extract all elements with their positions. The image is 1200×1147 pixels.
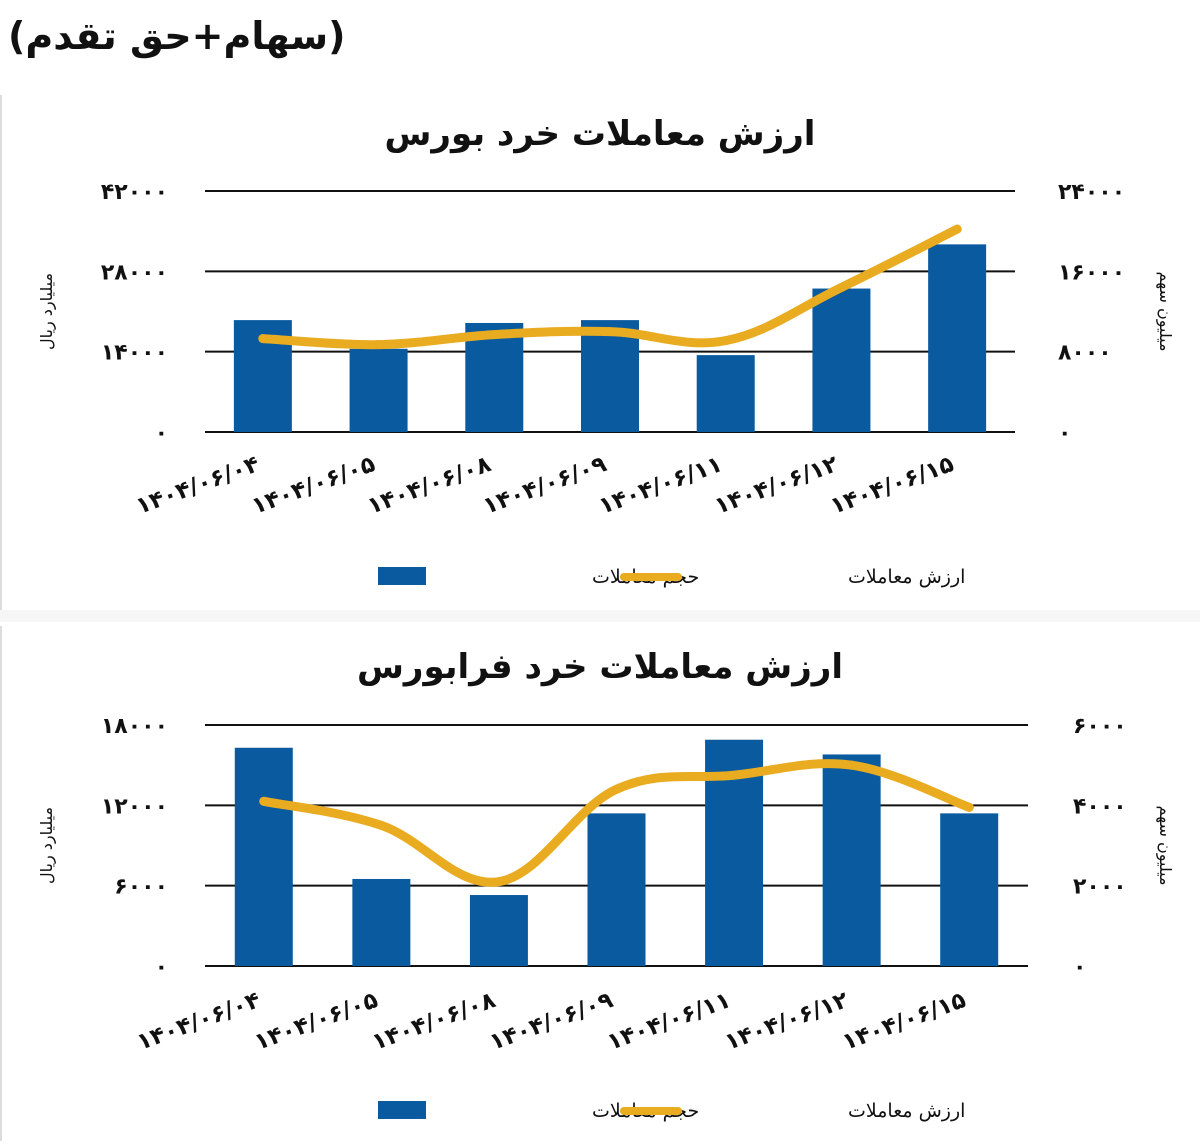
bar-5 — [696, 355, 755, 432]
left-tick-label: ۰ — [155, 421, 168, 446]
left-tick-label: ۲۸۰۰۰ — [101, 260, 168, 285]
left-tick-label: ۶۰۰۰ — [114, 875, 168, 900]
chart-farabourse: ارزش معاملات خرد فرابورس ۰ ۶۰۰۰ ۱۲۰۰۰ ۱۸۰۰۰ ۰… — [37, 647, 1175, 1122]
legend-line-label: ارزش معاملات — [848, 566, 965, 588]
category-label: ۱۴۰۴/۰۶/۱۱ — [596, 451, 726, 520]
category-label: ۱۴۰۴/۰۶/۰۴ — [133, 451, 263, 520]
line-point-5 — [729, 770, 739, 780]
left-tick-label: ۰ — [155, 955, 168, 980]
panel-divider — [0, 610, 1200, 622]
category-label: ۱۴۰۴/۰۶/۱۱ — [604, 987, 734, 1056]
chart-title: ارزش معاملات خرد فرابورس — [357, 647, 843, 687]
category-label: ۱۴۰۴/۰۶/۰۹ — [486, 987, 616, 1056]
line-point-4 — [605, 327, 615, 337]
right-axis-title: میلیون سهم — [1155, 271, 1175, 351]
bar-6 — [822, 754, 881, 966]
line-point-5 — [721, 336, 731, 346]
bar-2 — [349, 348, 408, 432]
bar-7 — [928, 244, 987, 432]
line-point-3 — [494, 877, 504, 887]
bar-1 — [234, 747, 293, 966]
legend-bar-swatch — [378, 567, 426, 585]
bar-3 — [469, 895, 528, 966]
left-edge-line-2 — [0, 626, 2, 1141]
line-point-1 — [258, 334, 268, 344]
bar-7 — [940, 813, 999, 966]
right-tick-label: ۰ — [1058, 421, 1071, 446]
right-tick-label: ۶۰۰۰ — [1073, 714, 1127, 739]
page-header: (سهام+حق تقدم) — [8, 14, 346, 58]
legend-line-label: ارزش معاملات — [848, 1100, 965, 1122]
line-point-4 — [612, 784, 621, 794]
chart-bourse: ارزش معاملات خرد بورس ۰ ۱۴۰۰۰ ۲۸۰۰۰ ۴۲۰۰۰ ۰ ۸۰… — [37, 114, 1175, 588]
left-tick-label: ۱۲۰۰۰ — [101, 794, 168, 819]
category-label: ۱۴۰۴/۰۶/۱۵ — [827, 451, 957, 520]
line-point-2 — [376, 820, 386, 830]
chart-title: ارزش معاملات خرد بورس — [385, 114, 816, 154]
bar-3 — [465, 322, 524, 432]
right-tick-label: ۱۶۰۰۰ — [1058, 260, 1125, 285]
right-tick-label: ۲۴۰۰۰ — [1058, 180, 1125, 205]
line-point-6 — [847, 760, 857, 770]
left-tick-label: ۱۴۰۰۰ — [101, 341, 168, 366]
right-tick-label: ۴۰۰۰ — [1073, 794, 1127, 819]
left-axis-title: میلیارد ریال — [37, 807, 57, 884]
category-label: ۱۴۰۴/۰۶/۰۸ — [369, 987, 499, 1056]
line-point-7 — [964, 802, 974, 812]
bar-6 — [812, 288, 871, 432]
chart-panel-farabourse: ارزش معاملات خرد فرابورس ۰ ۶۰۰۰ ۱۲۰۰۰ ۱۸۰۰۰ ۰… — [0, 626, 1200, 1141]
category-label: ۱۴۰۴/۰۶/۰۵ — [251, 987, 381, 1056]
bar-4 — [581, 320, 639, 432]
right-tick-label: ۰ — [1073, 955, 1086, 980]
line-point-6 — [836, 282, 846, 292]
left-tick-label: ۱۸۰۰۰ — [101, 714, 168, 739]
right-tick-label: ۲۰۰۰ — [1073, 875, 1127, 900]
left-tick-label: ۴۲۰۰۰ — [101, 180, 168, 205]
bar-2 — [352, 878, 411, 966]
left-edge-line — [0, 95, 2, 610]
category-label: ۱۴۰۴/۰۶/۱۲ — [711, 451, 841, 520]
right-tick-label: ۸۰۰۰ — [1058, 341, 1112, 366]
category-label: ۱۴۰۴/۰۶/۱۲ — [721, 987, 851, 1056]
category-label: ۱۴۰۴/۰۶/۱۵ — [839, 987, 969, 1056]
line-point-7 — [952, 224, 962, 234]
chart-panel-bourse: ارزش معاملات خرد بورس ۰ ۱۴۰۰۰ ۲۸۰۰۰ ۴۲۰۰۰ ۰ ۸۰… — [0, 95, 1200, 610]
category-label: ۱۴۰۴/۰۶/۰۴ — [134, 987, 264, 1056]
category-label: ۱۴۰۴/۰۶/۰۸ — [364, 451, 494, 520]
left-axis-title: میلیارد ریال — [37, 273, 57, 350]
legend-bar-swatch — [378, 1101, 426, 1119]
category-label: ۱۴۰۴/۰۶/۰۹ — [480, 451, 610, 520]
line-point-2 — [374, 340, 384, 350]
category-label: ۱۴۰۴/۰۶/۰۵ — [248, 451, 378, 520]
right-axis-title: میلیون سهم — [1155, 805, 1175, 885]
line-point-1 — [259, 796, 269, 806]
bar-4 — [587, 813, 646, 966]
line-point-3 — [489, 330, 499, 340]
